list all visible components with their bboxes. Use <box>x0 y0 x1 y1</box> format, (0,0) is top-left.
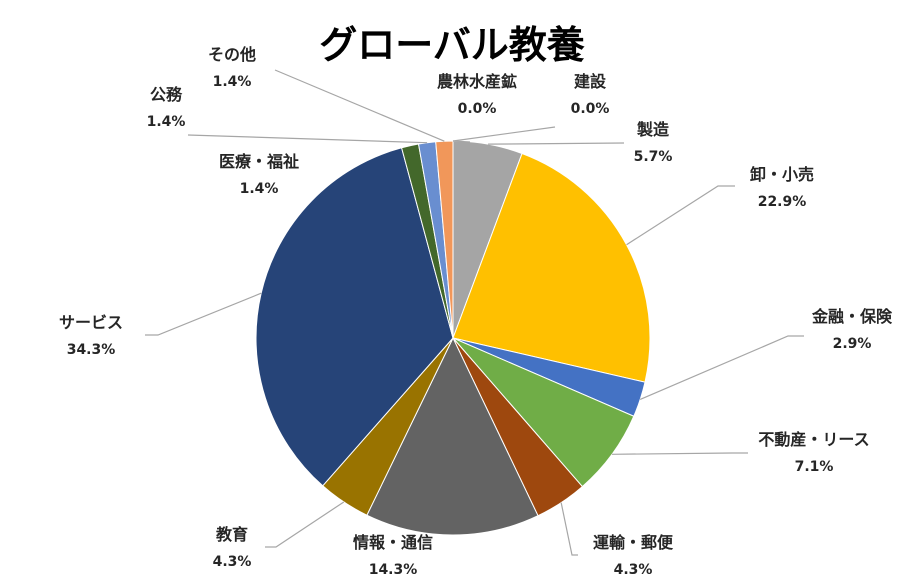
slice-label-value-6: 4.3% <box>614 562 653 578</box>
slice-label-value-5: 7.1% <box>795 459 834 475</box>
pie-slices <box>255 140 651 536</box>
leader-line-3 <box>626 185 735 246</box>
slice-label-value-2: 5.7% <box>634 149 673 165</box>
slice-label-name-8: 教育 <box>216 525 248 544</box>
slice-label-name-10: 医療・福祉 <box>219 152 299 171</box>
slice-label-name-3: 卸・小売 <box>750 165 814 184</box>
slice-label-value-4: 2.9% <box>833 336 872 352</box>
leader-line-12 <box>274 69 445 142</box>
slice-7 <box>366 336 539 536</box>
slice-9 <box>255 147 454 487</box>
slice-label-name-6: 運輸・郵便 <box>593 533 674 552</box>
slice-label-value-10: 1.4% <box>240 181 279 197</box>
leader-line-11 <box>187 134 428 144</box>
slice-label-name-4: 金融・保険 <box>811 307 893 326</box>
leader-line-2 <box>488 142 625 145</box>
leader-line-5 <box>612 452 748 455</box>
slice-label-name-1: 建設 <box>574 72 607 91</box>
slice-label-value-9: 34.3% <box>67 342 116 358</box>
leader-line-4 <box>639 335 804 401</box>
slice-label-value-8: 4.3% <box>213 554 252 570</box>
slice-3 <box>452 152 651 383</box>
slice-label-value-1: 0.0% <box>571 101 610 117</box>
slice-label-name-2: 製造 <box>636 120 670 139</box>
slice-label-value-11: 1.4% <box>147 114 186 130</box>
slice-label-value-0: 0.0% <box>458 101 497 117</box>
slice-label-value-12: 1.4% <box>213 74 252 90</box>
leader-lines <box>145 69 804 556</box>
slice-label-name-11: 公務 <box>150 85 183 104</box>
slice-label-value-7: 14.3% <box>369 562 418 578</box>
leader-line-8 <box>265 501 345 548</box>
slice-labels: 農林水産鉱 0.0% 建設 0.0% 製造 5.7% 卸・小売 22.9% 金融・保険 2.9% 不… <box>59 45 893 578</box>
slice-label-name-7: 情報・通信 <box>353 533 433 552</box>
slice-label-name-0: 農林水産鉱 <box>437 72 517 91</box>
leader-line-9 <box>145 292 262 336</box>
leader-line-1 <box>452 126 556 142</box>
slice-label-name-9: サービス <box>59 313 123 332</box>
slice-label-value-3: 22.9% <box>758 194 807 210</box>
leader-line-6 <box>560 502 578 556</box>
slice-label-name-5: 不動産・リース <box>758 430 869 449</box>
slice-label-name-12: その他 <box>208 45 256 64</box>
chart-title: グローバル教養 <box>319 23 585 67</box>
